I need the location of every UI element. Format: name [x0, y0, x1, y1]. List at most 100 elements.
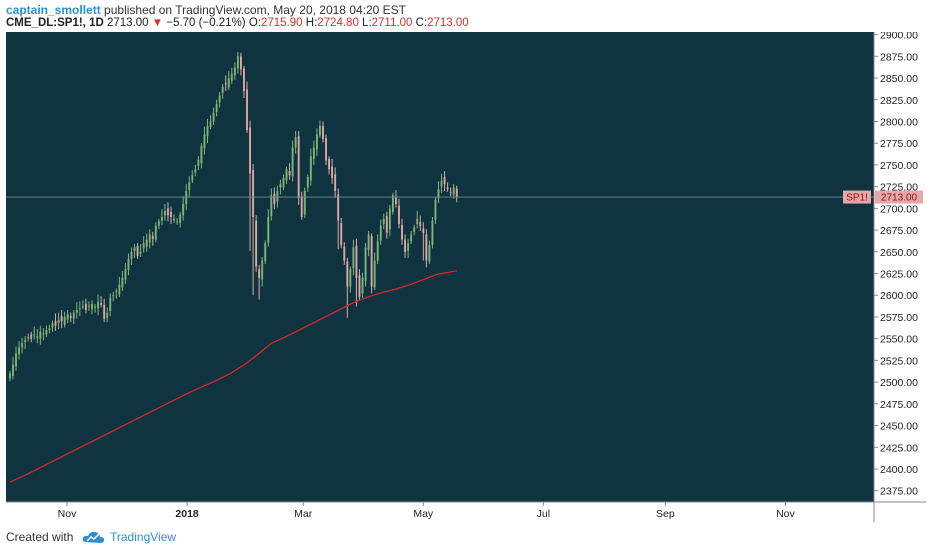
candle-body — [328, 158, 331, 170]
candle-body — [349, 269, 352, 287]
y-tick-label: 2825.00 — [880, 95, 918, 107]
candle-body — [170, 211, 172, 218]
price-tag-value: 2713.00 — [881, 193, 918, 204]
candle-body — [45, 329, 48, 335]
candle-body — [103, 304, 106, 319]
y-tick-label: 2475.00 — [880, 399, 918, 411]
candle-body — [51, 323, 54, 328]
candle-body — [142, 243, 145, 249]
candle-body — [18, 347, 20, 355]
candle-body — [449, 191, 452, 193]
candle-body — [407, 243, 410, 251]
candle-body — [91, 303, 93, 310]
candle-body — [270, 195, 273, 217]
candle-body — [312, 147, 315, 159]
candle-body — [233, 67, 236, 76]
candle-body — [124, 269, 127, 280]
candle-body — [376, 241, 379, 261]
candle-body — [343, 246, 346, 261]
chart-area[interactable]: 2375.00 2400.00 2425.00 2450.00 2475.00 2500.… — [6, 30, 926, 522]
y-tick-label: 2450.00 — [880, 421, 918, 433]
y-tick-label: 2550.00 — [880, 334, 918, 346]
y-tick-label: 2675.00 — [880, 225, 918, 237]
y-tick-label: 2750.00 — [880, 160, 918, 172]
candle-body — [57, 319, 60, 324]
candle-body — [413, 227, 416, 232]
symbol-tag-bg — [843, 190, 871, 204]
y-tick-label: 2425.00 — [880, 442, 918, 454]
candle-body — [288, 171, 291, 176]
candle-body — [425, 234, 428, 261]
candle-body — [455, 188, 458, 198]
x-tick-label: May — [413, 508, 434, 520]
candle-body — [434, 199, 437, 220]
y-tick-label: 2600.00 — [880, 290, 918, 302]
symbol-tag-label: SP1! — [846, 193, 868, 204]
y-tick-label: 2650.00 — [880, 247, 918, 259]
candle-body — [276, 190, 279, 202]
candle-body — [39, 331, 42, 339]
candle-body — [78, 308, 81, 310]
created-with-text: Created with — [6, 530, 74, 544]
candle-body — [367, 234, 370, 251]
candle-body — [227, 78, 230, 88]
candle-body — [322, 125, 324, 139]
candle-body — [440, 180, 443, 187]
price-axis[interactable]: 2375.00 2400.00 2425.00 2450.00 2475.00 2500.… — [874, 30, 918, 498]
candle-body — [419, 222, 422, 226]
candle-body — [416, 218, 419, 224]
candle-body — [337, 194, 340, 221]
candles-group — [8, 51, 458, 382]
symbol-label[interactable]: CME_DL:SP1!, 1D — [6, 17, 104, 29]
low-value: 2711.00 — [371, 17, 413, 29]
candle-body — [401, 224, 403, 240]
close-label: C: — [415, 17, 428, 29]
candle-body — [264, 243, 267, 262]
price-chart[interactable]: 2375.00 2400.00 2425.00 2450.00 2475.00 2500.… — [6, 30, 926, 522]
tradingview-cloud-icon[interactable] — [82, 529, 106, 545]
candle-body — [398, 205, 400, 224]
author-link[interactable]: captain_smollett — [6, 3, 101, 17]
candle-body — [340, 223, 343, 245]
candle-body — [63, 316, 66, 325]
candle-body — [206, 125, 209, 137]
cloud-chart-stroke — [86, 533, 100, 542]
candle-body — [72, 312, 75, 319]
candle-body — [66, 314, 69, 320]
candle-body — [358, 275, 361, 297]
plot-background — [6, 32, 874, 502]
candle-body — [385, 216, 388, 233]
candle-body — [75, 310, 78, 313]
candle-body — [388, 208, 391, 230]
candle-body — [249, 127, 251, 174]
candle-body — [325, 137, 327, 161]
time-axis[interactable]: Nov 2018 Mar May Jul Sep Nov — [58, 502, 796, 520]
tradingview-link[interactable]: TradingView — [110, 530, 177, 544]
candle-body — [151, 236, 154, 239]
candle-body — [261, 260, 264, 280]
candle-body — [54, 321, 57, 326]
price-tag-bg — [875, 190, 923, 204]
y-tick-label: 2625.00 — [880, 269, 918, 281]
candle-body — [428, 244, 431, 262]
candle-body — [309, 156, 312, 181]
candle-body — [246, 89, 248, 131]
candle-body — [346, 261, 349, 287]
candle-body — [36, 336, 39, 338]
candle-body — [331, 166, 334, 178]
chart-header: captain_smollett published on TradingVie… — [6, 0, 926, 32]
candle-body — [230, 73, 233, 81]
candle-body — [452, 187, 455, 195]
candle-body — [176, 221, 179, 223]
candle-body — [215, 104, 218, 112]
y-tick-label: 2500.00 — [880, 377, 918, 389]
candle-body — [364, 247, 367, 282]
candle-body — [209, 121, 212, 127]
candle-body — [69, 316, 72, 318]
candle-body — [306, 177, 309, 188]
moving-average-line — [9, 270, 457, 483]
candle-body — [303, 190, 306, 215]
y-tick-label: 2400.00 — [880, 464, 918, 476]
candle-body — [334, 174, 337, 191]
candle-body — [446, 187, 449, 190]
